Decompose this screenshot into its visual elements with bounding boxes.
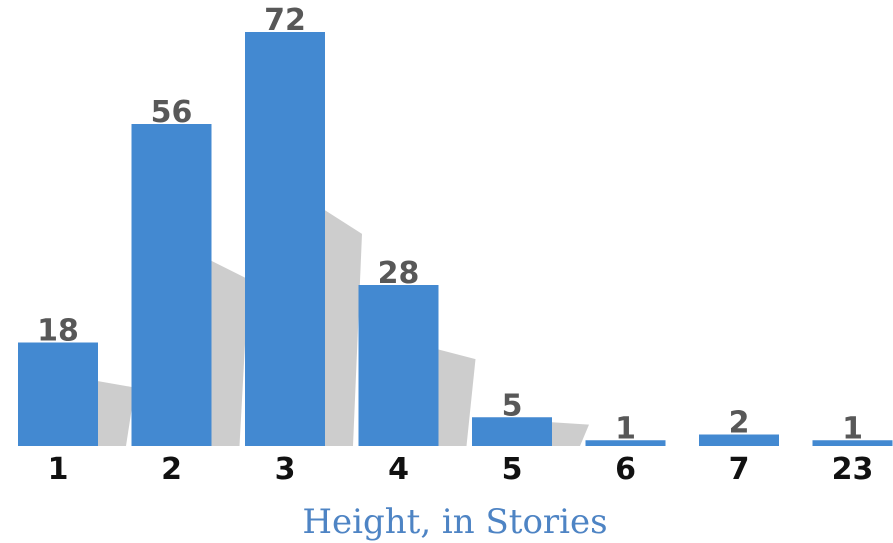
bar-shadow — [552, 422, 589, 446]
bar-4 — [358, 285, 439, 446]
bar-2 — [131, 124, 212, 446]
category-label-23: 23 — [832, 452, 874, 487]
bar-23 — [812, 440, 893, 446]
value-label-5: 5 — [502, 388, 523, 423]
bar-shadow — [325, 210, 362, 446]
value-label-23: 1 — [842, 411, 863, 446]
value-label-3: 72 — [264, 3, 306, 38]
value-labels: 18 56 72 28 5 1 2 1 — [37, 3, 863, 446]
bar-1 — [18, 342, 98, 446]
category-label-2: 2 — [161, 452, 182, 487]
category-label-7: 7 — [729, 452, 750, 487]
category-label-4: 4 — [388, 452, 409, 487]
value-label-2: 56 — [151, 95, 193, 130]
category-labels: 1 2 3 4 5 6 7 23 — [48, 452, 874, 487]
value-label-4: 28 — [378, 256, 420, 291]
value-label-1: 18 — [37, 314, 79, 349]
category-label-5: 5 — [502, 452, 523, 487]
bar-3 — [245, 32, 325, 446]
category-label-3: 3 — [275, 452, 296, 487]
bar-shadow — [98, 381, 135, 446]
value-label-7: 2 — [729, 406, 750, 441]
bar-shadows — [98, 210, 589, 446]
category-label-1: 1 — [48, 452, 69, 487]
bar-5 — [472, 417, 552, 446]
bar-shadow — [211, 260, 249, 446]
bar-6 — [585, 440, 666, 446]
bar-shadow — [438, 349, 476, 446]
category-label-6: 6 — [615, 452, 636, 487]
bars — [18, 32, 893, 446]
x-axis-title: Height, in Stories — [302, 502, 607, 542]
bar-7 — [699, 434, 779, 446]
value-label-6: 1 — [615, 411, 636, 446]
